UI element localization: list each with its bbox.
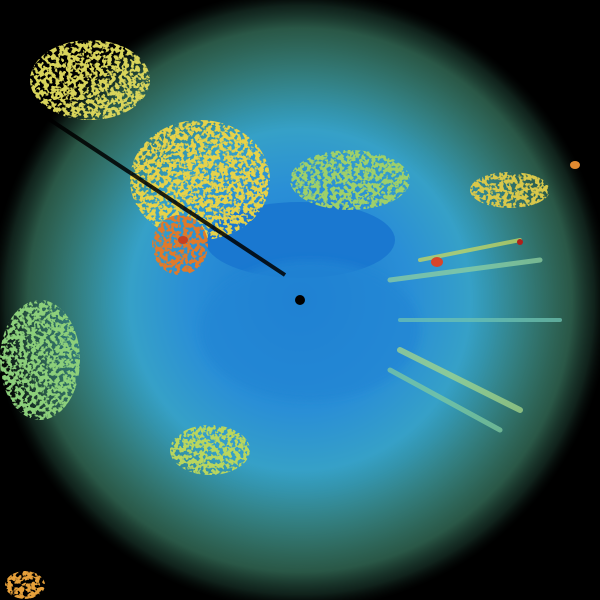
radar-site bbox=[295, 295, 305, 305]
echo-cell bbox=[517, 239, 523, 245]
echo-patch bbox=[290, 150, 410, 210]
echo-cell bbox=[178, 236, 188, 244]
beam-blockage bbox=[18, 98, 287, 277]
high-echo bbox=[0, 40, 550, 599]
echo-patch bbox=[152, 215, 208, 275]
echo-patch bbox=[0, 300, 80, 420]
echo-core bbox=[200, 260, 420, 400]
streak bbox=[387, 367, 503, 433]
echo-cell bbox=[570, 161, 580, 169]
streak bbox=[418, 238, 522, 262]
streak bbox=[397, 347, 523, 413]
echo-core bbox=[205, 202, 395, 278]
streak bbox=[387, 257, 543, 283]
echo-patch bbox=[170, 425, 250, 475]
echo-patch bbox=[30, 40, 150, 120]
echo-patch bbox=[5, 571, 45, 599]
echo-patch bbox=[130, 120, 270, 240]
echo-cell bbox=[431, 257, 443, 267]
streaks bbox=[387, 238, 562, 433]
echo-patch bbox=[470, 172, 550, 208]
